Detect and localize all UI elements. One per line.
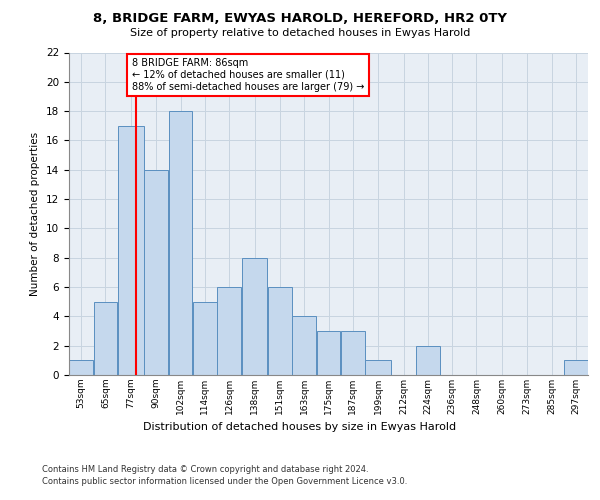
- Text: 8 BRIDGE FARM: 86sqm
← 12% of detached houses are smaller (11)
88% of semi-detac: 8 BRIDGE FARM: 86sqm ← 12% of detached h…: [132, 58, 364, 92]
- Bar: [94, 302, 118, 375]
- Bar: [69, 360, 93, 375]
- Bar: [416, 346, 440, 375]
- Bar: [365, 360, 391, 375]
- Bar: [268, 287, 292, 375]
- Bar: [144, 170, 168, 375]
- Text: Size of property relative to detached houses in Ewyas Harold: Size of property relative to detached ho…: [130, 28, 470, 38]
- Text: Contains HM Land Registry data © Crown copyright and database right 2024.: Contains HM Land Registry data © Crown c…: [42, 465, 368, 474]
- Bar: [292, 316, 316, 375]
- Text: Contains public sector information licensed under the Open Government Licence v3: Contains public sector information licen…: [42, 478, 407, 486]
- Bar: [564, 360, 588, 375]
- Bar: [169, 111, 193, 375]
- Y-axis label: Number of detached properties: Number of detached properties: [31, 132, 40, 296]
- Bar: [193, 302, 217, 375]
- Bar: [242, 258, 268, 375]
- Text: Distribution of detached houses by size in Ewyas Harold: Distribution of detached houses by size …: [143, 422, 457, 432]
- Bar: [341, 331, 365, 375]
- Bar: [118, 126, 144, 375]
- Bar: [217, 287, 241, 375]
- Text: 8, BRIDGE FARM, EWYAS HAROLD, HEREFORD, HR2 0TY: 8, BRIDGE FARM, EWYAS HAROLD, HEREFORD, …: [93, 12, 507, 26]
- Bar: [317, 331, 340, 375]
